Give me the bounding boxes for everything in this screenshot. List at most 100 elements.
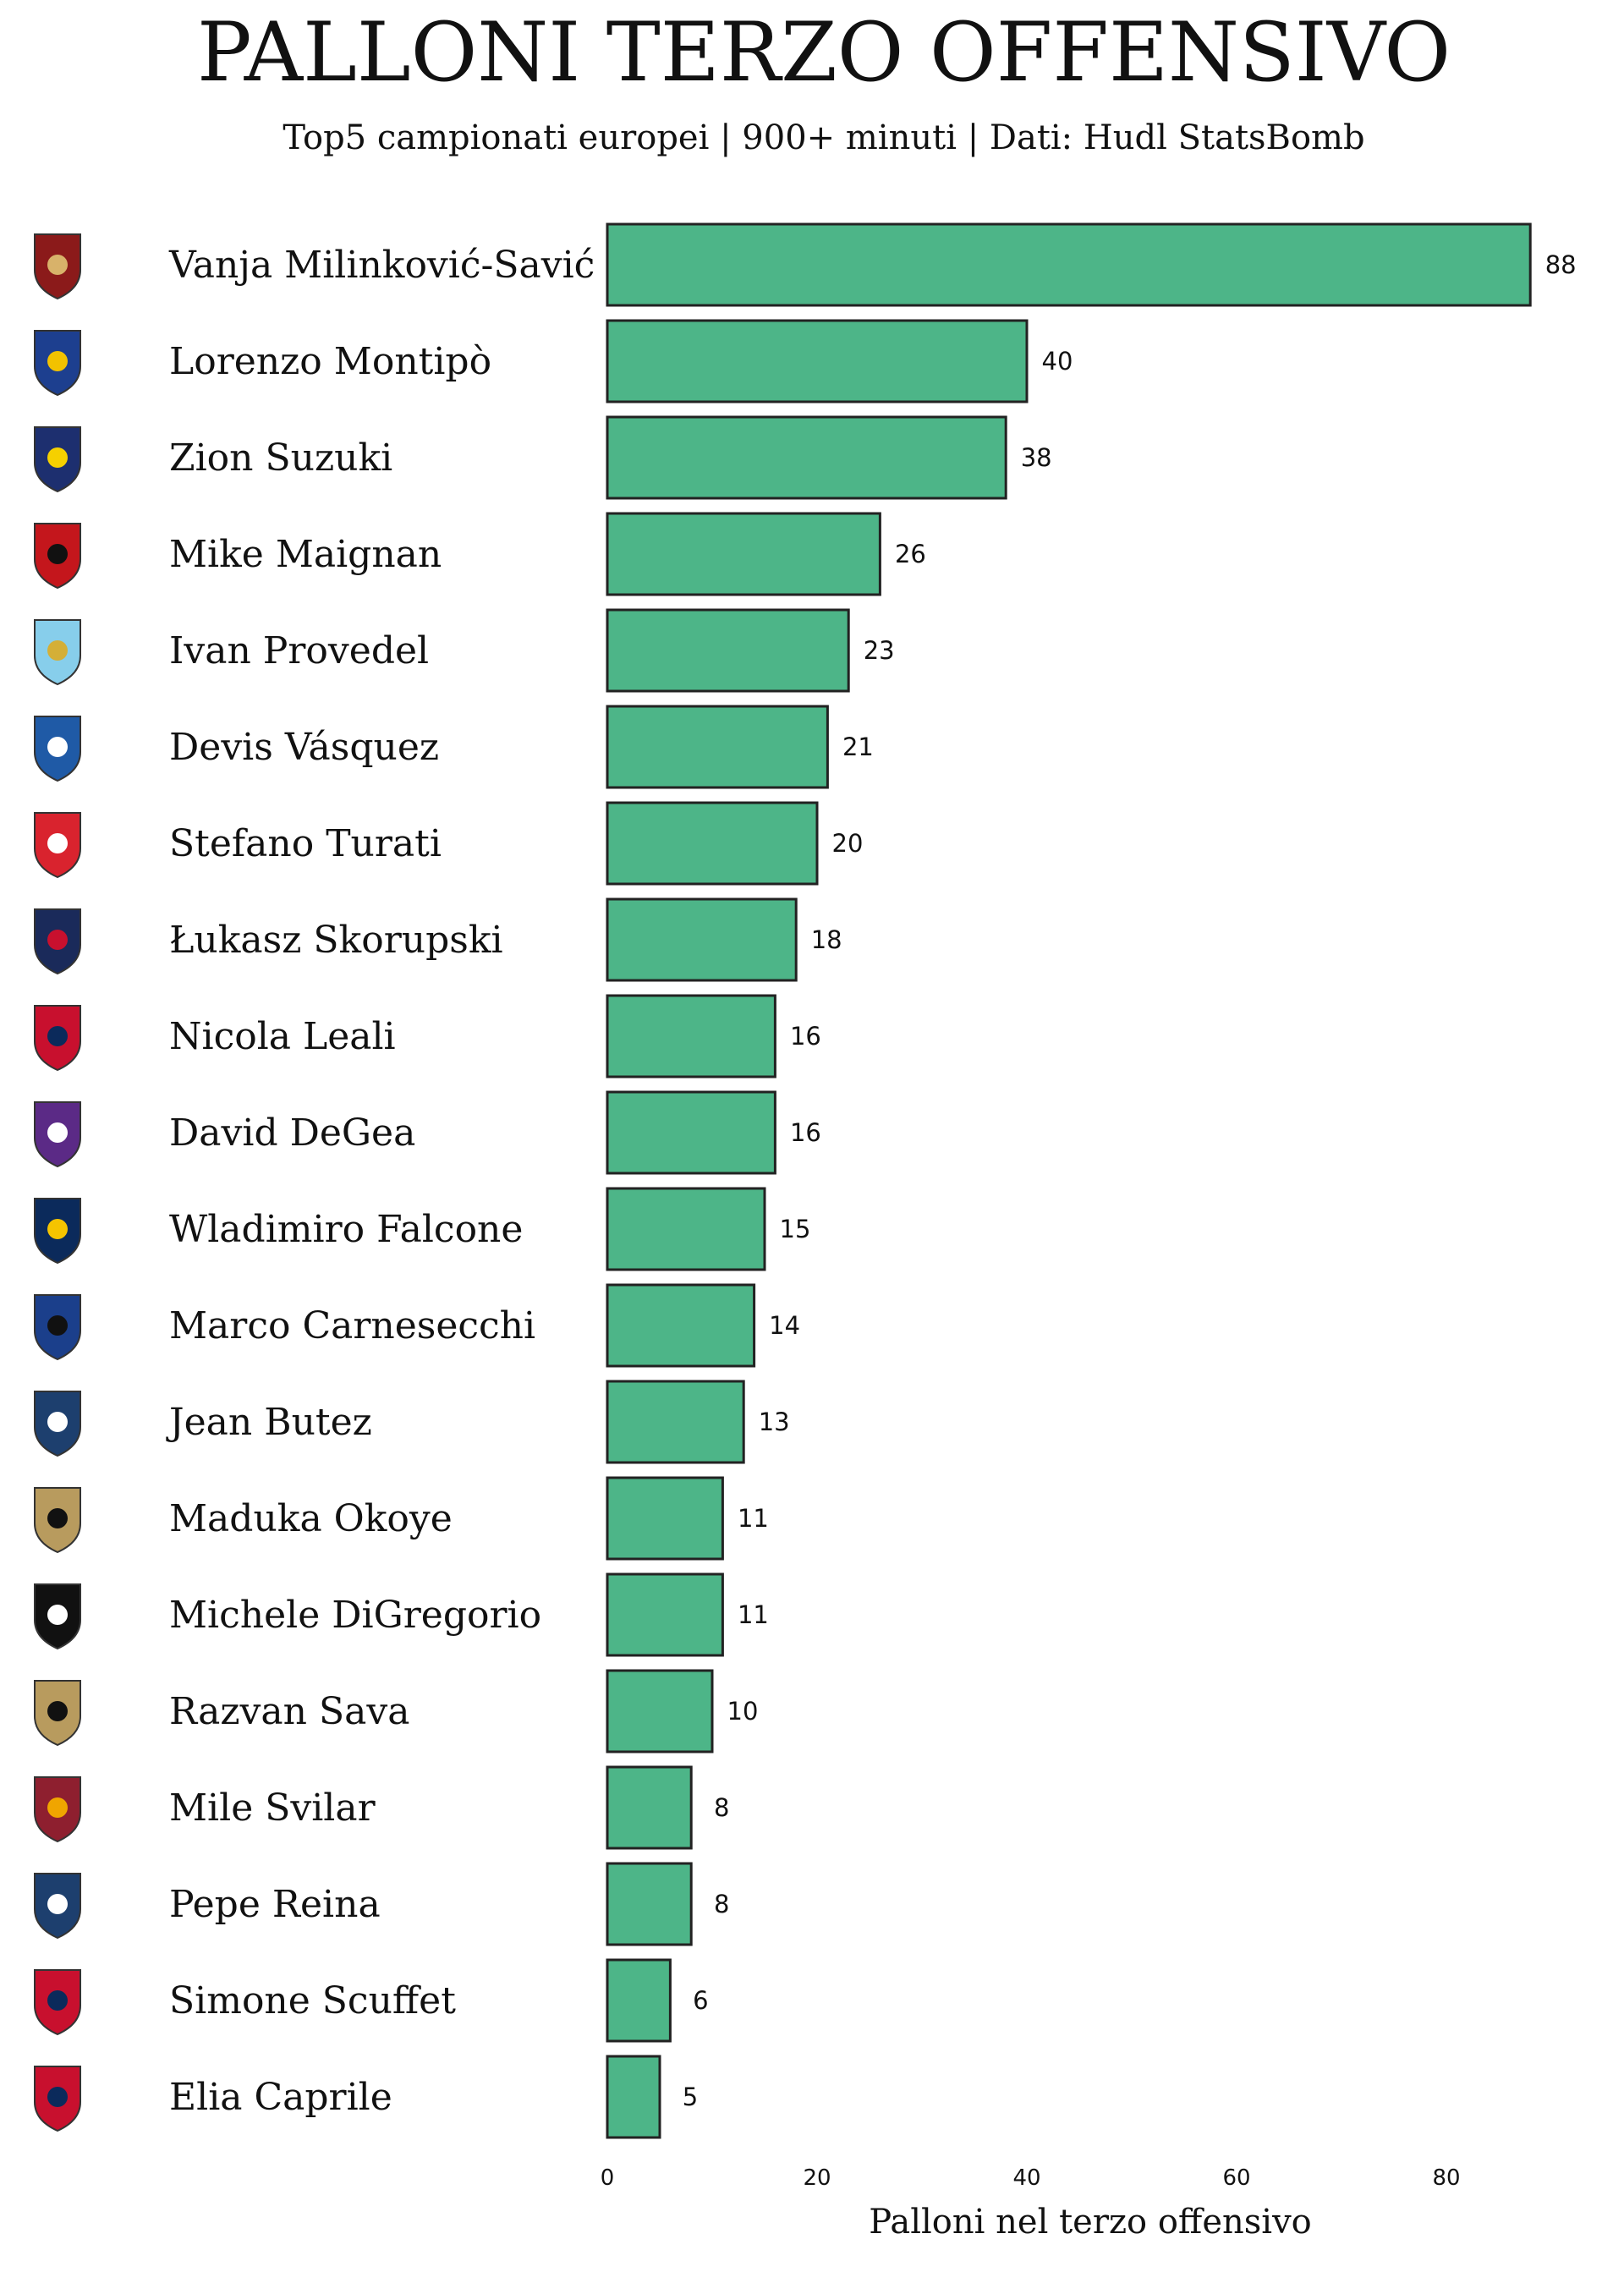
- udinese-logo-icon: [34, 1487, 81, 1554]
- player-label-pepe-reina: Pepe Reina: [169, 1883, 381, 1926]
- bar-row-nicola-leali: Nicola Leali 16: [34, 994, 821, 1078]
- bar-zion-suzuki: [606, 415, 1007, 500]
- bar-row-devis-vasquez: Devis Vásquez 21: [34, 705, 874, 789]
- bar-row-zion-suzuki: Zion Suzuki 38: [34, 415, 1052, 500]
- bar-row-lorenzo-montipo: Lorenzo Montipò 40: [34, 319, 1073, 403]
- player-label-zion-suzuki: Zion Suzuki: [169, 436, 392, 480]
- player-label-maduka-okoye: Maduka Okoye: [169, 1497, 453, 1540]
- chart-subtitle: Top5 campionati europei | 900+ minuti | …: [283, 118, 1364, 157]
- player-label-lorenzo-montipo: Lorenzo Montipò: [169, 340, 491, 383]
- lazio-logo-icon: [34, 619, 81, 686]
- value-label-lorenzo-montipo: 40: [1042, 347, 1073, 376]
- value-label-stefano-turati: 20: [832, 829, 864, 858]
- bar-vanja-milinkovic-savic: [606, 222, 1532, 307]
- bar-row-marco-carnesecchi: Marco Carnesecchi 14: [34, 1283, 800, 1368]
- player-label-elia-caprile: Elia Caprile: [169, 2076, 392, 2119]
- bar-devis-vasquez: [606, 705, 829, 789]
- player-label-jean-butez: Jean Butez: [166, 1401, 372, 1444]
- bar-row-wladimiro-falcone: Wladimiro Falcone 15: [34, 1187, 810, 1271]
- bar-pepe-reina: [606, 1862, 693, 1946]
- chart-title: PALLONI TERZO OFFENSIVO: [197, 5, 1451, 100]
- torino-logo-icon: [34, 233, 81, 300]
- bar-rows: Vanja Milinković-Savić 88 Lorenzo Montipò 4…: [34, 222, 1577, 2139]
- value-label-zion-suzuki: 38: [1021, 443, 1052, 472]
- value-label-maduka-okoye: 11: [738, 1504, 769, 1533]
- bar-jean-butez: [606, 1380, 745, 1464]
- value-label-marco-carnesecchi: 14: [769, 1311, 800, 1340]
- bar-razvan-sava: [606, 1669, 714, 1753]
- bar-stefano-turati: [606, 801, 819, 886]
- verona-logo-icon: [34, 330, 81, 397]
- player-label-devis-vasquez: Devis Vásquez: [169, 726, 439, 769]
- bar-row-ivan-provedel: Ivan Provedel 23: [34, 608, 895, 693]
- bar-nicola-leali: [606, 994, 776, 1078]
- player-label-razvan-sava: Razvan Sava: [169, 1690, 409, 1733]
- como-logo-icon: [34, 1391, 81, 1457]
- empoli-logo-icon: [34, 716, 81, 782]
- cagliari-logo-icon: [34, 1969, 81, 2036]
- como-logo-icon: [34, 1873, 81, 1940]
- bar-row-jean-butez: Jean Butez 13: [34, 1380, 790, 1464]
- player-label-mike-maignan: Mike Maignan: [169, 533, 442, 576]
- bar-row-maduka-okoye: Maduka Okoye 11: [34, 1476, 769, 1561]
- player-label-david-degea: David DeGea: [169, 1111, 415, 1155]
- player-label-nicola-leali: Nicola Leali: [169, 1015, 396, 1058]
- bar-mile-svilar: [606, 1765, 693, 1850]
- bar-wladimiro-falcone: [606, 1187, 766, 1271]
- bar-row-vanja-milinkovic-savic: Vanja Milinković-Savić 88: [34, 222, 1577, 307]
- player-label-michele-digregorio: Michele DiGregorio: [169, 1594, 541, 1637]
- bar-lukasz-skorupski: [606, 897, 798, 982]
- value-label-jean-butez: 13: [759, 1408, 790, 1436]
- x-tick-label-40: 40: [1012, 2165, 1040, 2191]
- x-tick-label-20: 20: [803, 2165, 831, 2191]
- player-label-lukasz-skorupski: Łukasz Skorupski: [169, 919, 503, 962]
- value-label-vanja-milinkovic-savic: 88: [1545, 250, 1577, 279]
- value-label-ivan-provedel: 23: [864, 636, 895, 665]
- value-label-mile-svilar: 8: [714, 1793, 729, 1822]
- player-label-ivan-provedel: Ivan Provedel: [169, 629, 429, 672]
- value-label-lukasz-skorupski: 18: [811, 925, 842, 954]
- cagliari-logo-icon: [34, 2066, 81, 2132]
- value-label-devis-vasquez: 21: [842, 733, 874, 761]
- x-axis: 0 20 40 60 80: [601, 2165, 1461, 2191]
- value-label-elia-caprile: 5: [683, 2083, 698, 2111]
- milan-logo-icon: [34, 523, 81, 590]
- player-label-simone-scuffet: Simone Scuffet: [169, 1979, 456, 2022]
- player-label-mile-svilar: Mile Svilar: [169, 1786, 376, 1830]
- bar-elia-caprile: [606, 2055, 661, 2139]
- bar-lorenzo-montipo: [606, 319, 1029, 403]
- udinese-logo-icon: [34, 1680, 81, 1747]
- x-tick-label-0: 0: [601, 2165, 615, 2191]
- parma-logo-icon: [34, 426, 81, 493]
- bar-row-simone-scuffet: Simone Scuffet 6: [34, 1958, 709, 2043]
- bar-simone-scuffet: [606, 1958, 672, 2043]
- bar-row-michele-digregorio: Michele DiGregorio 11: [34, 1572, 769, 1657]
- player-label-vanja-milinkovic-savic: Vanja Milinković-Savić: [168, 244, 595, 287]
- value-label-razvan-sava: 10: [727, 1697, 759, 1726]
- bar-row-stefano-turati: Stefano Turati 20: [34, 801, 864, 886]
- bar-row-david-degea: David DeGea 16: [34, 1090, 821, 1175]
- fiorentina-logo-icon: [34, 1101, 81, 1168]
- bar-row-razvan-sava: Razvan Sava 10: [34, 1669, 759, 1753]
- x-axis-label: Palloni nel terzo offensivo: [869, 2203, 1312, 2242]
- atalanta-logo-icon: [34, 1294, 81, 1361]
- value-label-mike-maignan: 26: [895, 540, 926, 568]
- bar-mike-maignan: [606, 512, 881, 596]
- bar-marco-carnesecchi: [606, 1283, 756, 1368]
- bar-ivan-provedel: [606, 608, 850, 693]
- player-label-stefano-turati: Stefano Turati: [169, 822, 442, 865]
- bar-maduka-okoye: [606, 1476, 724, 1561]
- bar-row-pepe-reina: Pepe Reina 8: [34, 1862, 729, 1946]
- bar-row-elia-caprile: Elia Caprile 5: [34, 2055, 698, 2139]
- value-label-michele-digregorio: 11: [738, 1600, 769, 1629]
- monza-logo-icon: [34, 812, 81, 879]
- bologna-logo-icon: [34, 908, 81, 975]
- x-tick-label-60: 60: [1222, 2165, 1250, 2191]
- genoa-logo-icon: [34, 1005, 81, 1072]
- bar-david-degea: [606, 1090, 776, 1175]
- player-label-marco-carnesecchi: Marco Carnesecchi: [169, 1304, 535, 1347]
- value-label-david-degea: 16: [790, 1118, 821, 1147]
- value-label-nicola-leali: 16: [790, 1022, 821, 1051]
